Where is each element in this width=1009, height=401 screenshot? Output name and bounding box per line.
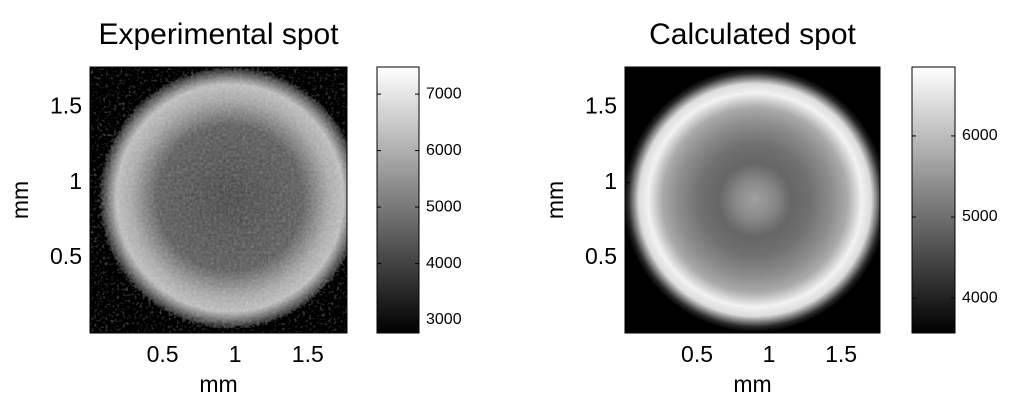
axes-frame [624, 66, 881, 334]
y-tick-label: 0.5 [585, 243, 617, 269]
colorbar-tick-label: 6000 [426, 142, 462, 159]
colorbar-tick-label: 4000 [426, 255, 462, 272]
colorbar [376, 66, 420, 334]
colorbar-tick-label: 5000 [962, 208, 998, 225]
colorbar-tick-label: 3000 [426, 311, 462, 328]
y-tick-label: 1.5 [50, 93, 82, 119]
colorbar-tick-label: 4000 [962, 289, 998, 306]
x-axis-label: mm [733, 371, 771, 397]
y-tick-label: 1 [69, 168, 82, 194]
x-tick-label: 1 [763, 341, 776, 367]
colorbar [911, 66, 956, 334]
colorbar-tick-label: 5000 [426, 198, 462, 215]
axes-frame [89, 66, 348, 334]
x-tick-label: 1.5 [292, 341, 324, 367]
colorbar-tick-label: 6000 [962, 127, 998, 144]
y-tick-label: 1 [604, 168, 617, 194]
spot-image [90, 67, 347, 333]
y-tick-label: 0.5 [50, 243, 82, 269]
y-axis-label: mm [542, 181, 568, 219]
x-axis-label: mm [199, 371, 237, 397]
x-tick-label: 1.5 [825, 341, 857, 367]
chart-title: Calculated spot [649, 18, 856, 51]
colorbar-tick-label: 7000 [426, 85, 462, 102]
x-tick-label: 0.5 [681, 341, 713, 367]
x-tick-label: 1 [229, 341, 242, 367]
y-axis-label: mm [7, 181, 33, 219]
y-tick-label: 1.5 [585, 93, 617, 119]
x-tick-label: 0.5 [147, 341, 179, 367]
spot-image [625, 67, 880, 333]
chart-title: Experimental spot [98, 18, 339, 51]
